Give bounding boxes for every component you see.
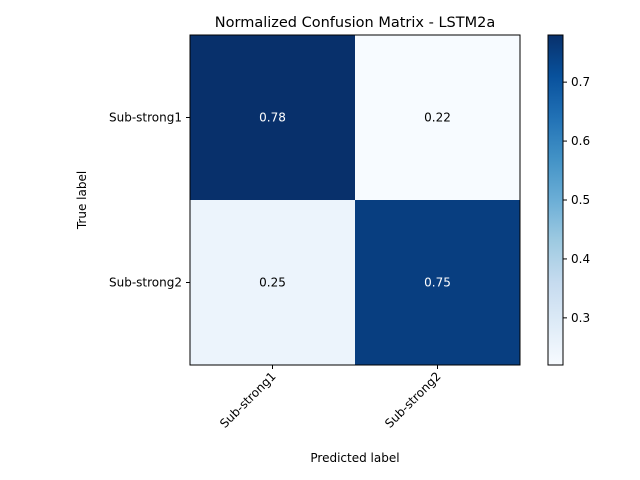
- heatmap-cell-r2-c2: [355, 200, 521, 366]
- x-axis: Sub-strong1 Sub-strong2: [217, 365, 444, 431]
- heatmap-cell-r1-c1: [190, 35, 356, 201]
- y-axis: Sub-strong1 Sub-strong2: [109, 111, 190, 290]
- cell-value-label-r2-c1: 0.25: [259, 276, 286, 290]
- colorbar-tick-label-1: 0.3: [571, 311, 590, 325]
- colorbar-tick-label-3: 0.5: [571, 193, 590, 207]
- colorbar-tick-label-5: 0.7: [571, 75, 590, 89]
- colorbar-tick-label-4: 0.6: [571, 134, 590, 148]
- cell-value-label-r1-c2: 0.22: [424, 111, 451, 125]
- y-tick-label-1: Sub-strong1: [109, 111, 182, 125]
- y-tick-label-2: Sub-strong2: [109, 276, 182, 290]
- cell-value-label-r2-c2: 0.75: [424, 276, 451, 290]
- plot-frame: [189, 34, 521, 366]
- heatmap-cell-labels: 0.78 0.22 0.25 0.75: [259, 111, 451, 290]
- heatmap-cells: [190, 35, 521, 366]
- cell-value-label-r1-c1: 0.78: [259, 111, 286, 125]
- colorbar-gradient: [547, 34, 564, 366]
- heatmap-cell-r2-c1: [190, 200, 356, 366]
- colorbar-tick-label-2: 0.4: [571, 252, 590, 266]
- x-tick-label-2: Sub-strong2: [382, 369, 444, 431]
- chart-title: Normalized Confusion Matrix - LSTM2a: [215, 15, 495, 31]
- heatmap-cell-r1-c2: [355, 35, 521, 201]
- x-axis-label: Predicted label: [310, 451, 399, 465]
- colorbar: 0.3 0.4 0.5 0.6 0.7: [547, 34, 590, 366]
- x-tick-label-1: Sub-strong1: [217, 369, 279, 431]
- y-axis-label: True label: [75, 171, 89, 230]
